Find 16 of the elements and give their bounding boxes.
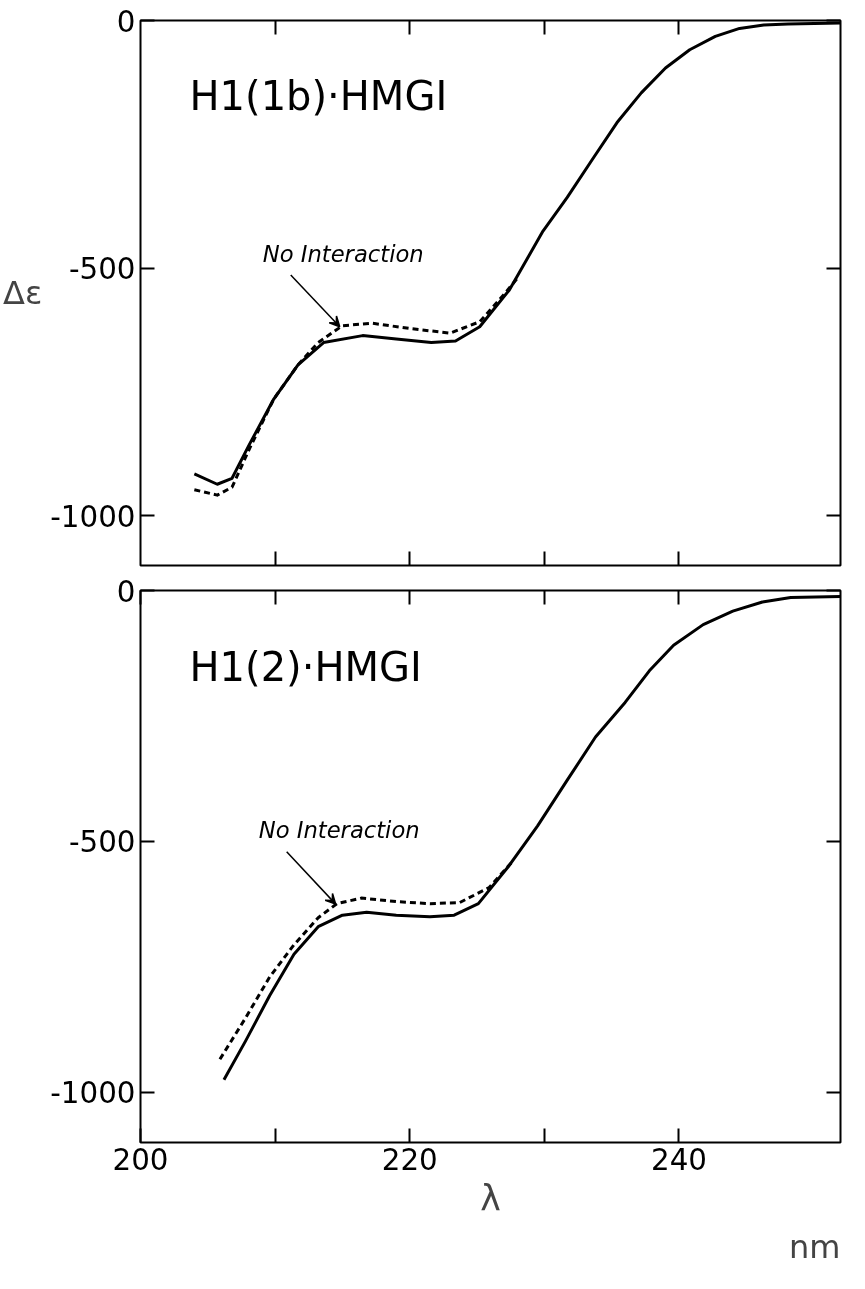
annotation: No Interaction: [262, 240, 424, 267]
x-tick-label: 240: [650, 1142, 707, 1177]
y-tick-label: -500: [68, 252, 136, 287]
text: H1(2)·HMGI: [189, 643, 422, 690]
y-tick-label: 0: [116, 574, 136, 609]
x-tick-label: 220: [381, 1142, 438, 1177]
y-tick-label: 0: [116, 4, 136, 39]
x-tick-label: 200: [112, 1142, 169, 1177]
text: nm: [789, 1227, 841, 1266]
y-tick-label: -1000: [50, 499, 136, 534]
y-tick-label: -500: [68, 825, 136, 860]
annotation: No Interaction: [258, 817, 420, 844]
y-axis-title: Δε: [3, 274, 43, 312]
text: H1(1b)·HMGI: [189, 72, 448, 119]
x-axis-title: λ: [480, 1177, 501, 1218]
y-tick-label: -1000: [50, 1076, 136, 1111]
